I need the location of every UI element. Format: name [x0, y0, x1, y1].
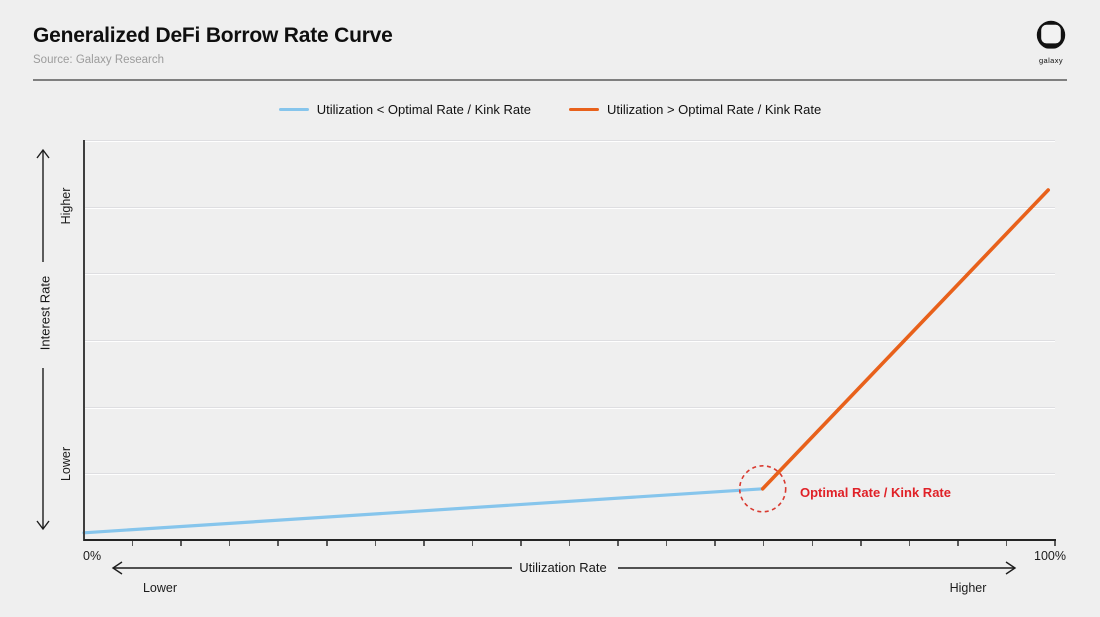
x-tick [908, 541, 911, 546]
gridline [84, 140, 1055, 141]
header-divider [33, 79, 1067, 81]
legend-label-above-kink: Utilization > Optimal Rate / Kink Rate [607, 102, 822, 117]
x-tick [471, 541, 474, 546]
gridline [84, 206, 1055, 208]
x-tick [957, 541, 959, 546]
legend-item-below-kink: Utilization < Optimal Rate / Kink Rate [278, 102, 531, 117]
gridline [84, 473, 1055, 475]
legend-label-below-kink: Utilization < Optimal Rate / Kink Rate [316, 102, 531, 117]
kink-marker-circle [738, 464, 787, 513]
gridline [84, 340, 1055, 341]
x-axis-lower-label: Lower [142, 581, 178, 595]
rate-curves [82, 188, 1051, 535]
x-tick [180, 541, 182, 546]
x-tick [714, 541, 716, 546]
plot-area [82, 140, 1055, 540]
x-tick [568, 541, 571, 546]
x-axis-line [84, 539, 1056, 541]
legend-swatch-orange [569, 107, 599, 112]
x-tick [617, 541, 619, 546]
x-tick [228, 541, 231, 546]
x-tick [811, 541, 813, 546]
page-title: Generalized DeFi Borrow Rate Curve [33, 24, 393, 47]
x-tick [520, 541, 522, 546]
x-tick [860, 541, 862, 546]
y-axis-higher-label: Higher [59, 187, 73, 225]
gridline [84, 273, 1055, 275]
x-axis-title: Utilization Rate [519, 560, 607, 575]
legend-swatch-blue [278, 107, 309, 112]
below-kink-curve [82, 487, 765, 535]
x-axis-higher-label: Higher [949, 581, 987, 595]
y-axis-lower-label: Lower [59, 446, 73, 482]
y-axis-line [83, 140, 85, 541]
x-axis-ticks [84, 541, 1056, 547]
x-tick [131, 541, 134, 546]
x-tick [423, 541, 425, 546]
chart-legend: Utilization < Optimal Rate / Kink Rate U… [0, 102, 1100, 117]
above-kink-curve [760, 188, 1051, 491]
x-tick [326, 541, 328, 546]
x-tick [277, 541, 279, 546]
kink-annotation-label: Optimal Rate / Kink Rate [800, 485, 951, 500]
x-tick [374, 541, 377, 546]
x-tick [665, 541, 668, 546]
source-caption: Source: Galaxy Research [33, 54, 165, 66]
x-axis-max-label: 100% [1034, 549, 1066, 563]
x-axis-min-label: 0% [83, 549, 102, 563]
galaxy-logo: galaxy [1031, 19, 1071, 65]
x-tick [1054, 541, 1056, 546]
x-tick [762, 541, 765, 546]
galaxy-helmet-icon [1033, 20, 1069, 55]
gridline [84, 406, 1055, 408]
galaxy-wordmark: galaxy [1038, 56, 1064, 65]
x-tick [1005, 541, 1008, 546]
legend-item-above-kink: Utilization > Optimal Rate / Kink Rate [569, 102, 821, 117]
y-axis-title: Interest Rate [37, 275, 53, 351]
